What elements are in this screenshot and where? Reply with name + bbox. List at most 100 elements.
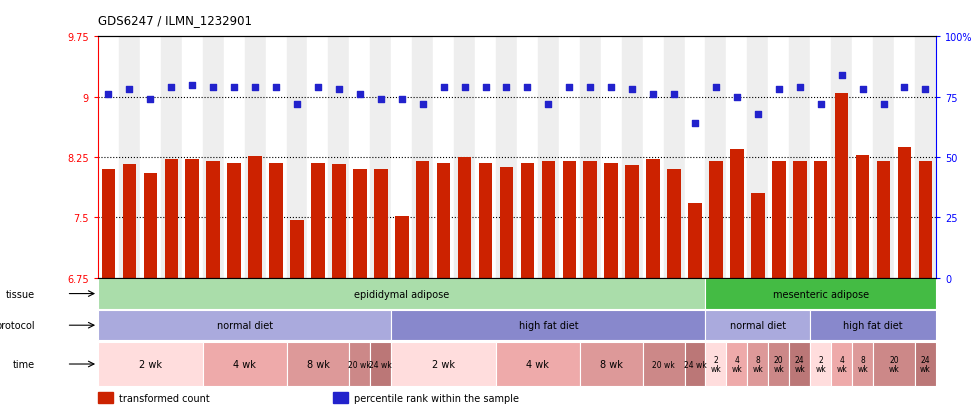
Bar (894, 37, 915, 278)
Point (477, 84, 493, 91)
Bar (789, 342, 810, 386)
Bar (122, 165, 136, 278)
Bar (768, 37, 789, 278)
Bar (311, 163, 324, 278)
Text: 24
wk: 24 wk (795, 355, 806, 373)
Bar (391, 342, 496, 386)
Text: 4
wk: 4 wk (836, 355, 847, 373)
Text: time: time (13, 359, 35, 369)
Point (415, 101, 430, 108)
Point (206, 84, 221, 91)
Bar (458, 158, 471, 278)
Bar (853, 342, 873, 386)
Bar (350, 37, 370, 278)
Bar (646, 160, 660, 278)
Point (812, 101, 828, 108)
Bar (580, 342, 643, 386)
Bar (332, 392, 348, 404)
Bar (542, 161, 556, 278)
Bar (207, 161, 220, 278)
Bar (918, 161, 932, 278)
Bar (706, 310, 810, 341)
Bar (688, 204, 702, 278)
Bar (370, 342, 391, 386)
Bar (810, 310, 936, 341)
Point (582, 84, 598, 91)
Bar (789, 37, 810, 278)
Bar (853, 37, 873, 278)
Text: 20
wk: 20 wk (889, 355, 900, 373)
Bar (793, 161, 807, 278)
Point (897, 84, 912, 91)
Text: protocol: protocol (0, 320, 35, 330)
Point (687, 121, 703, 127)
Bar (203, 342, 286, 386)
Bar (625, 166, 639, 278)
Point (834, 72, 850, 79)
Point (101, 92, 117, 98)
Text: transformed count: transformed count (119, 393, 210, 403)
Point (373, 97, 389, 103)
Point (729, 94, 745, 101)
Bar (496, 342, 580, 386)
Text: 4
wk: 4 wk (731, 355, 742, 373)
Text: 8
wk: 8 wk (858, 355, 868, 373)
Point (457, 84, 472, 91)
Bar (643, 37, 663, 278)
Point (562, 84, 577, 91)
Bar (563, 161, 576, 278)
Text: 2 wk: 2 wk (139, 359, 162, 369)
Bar (605, 163, 618, 278)
Point (917, 87, 933, 93)
Point (269, 84, 284, 91)
Bar (270, 163, 283, 278)
Bar (538, 37, 559, 278)
Bar (768, 342, 789, 386)
Bar (350, 342, 370, 386)
Point (792, 84, 808, 91)
Bar (416, 161, 429, 278)
Bar (165, 160, 178, 278)
Bar (98, 37, 119, 278)
Bar (559, 37, 580, 278)
Text: normal diet: normal diet (730, 320, 786, 330)
Point (499, 84, 514, 91)
Bar (751, 194, 764, 278)
Bar (185, 160, 199, 278)
Bar (182, 37, 203, 278)
Bar (328, 37, 350, 278)
Point (855, 87, 870, 93)
Bar (98, 310, 391, 341)
Bar (161, 37, 182, 278)
Text: 8 wk: 8 wk (307, 359, 329, 369)
Bar (475, 37, 496, 278)
Point (750, 111, 765, 118)
Bar (748, 342, 768, 386)
Bar (500, 168, 514, 278)
Bar (119, 37, 140, 278)
Point (771, 87, 787, 93)
Point (604, 84, 619, 91)
Point (310, 84, 325, 91)
Point (164, 84, 179, 91)
Text: epididymal adipose: epididymal adipose (354, 289, 450, 299)
Bar (223, 37, 245, 278)
Text: 20 wk: 20 wk (349, 360, 371, 369)
Bar (266, 37, 286, 278)
Bar (286, 342, 350, 386)
Text: GDS6247 / ILMN_1232901: GDS6247 / ILMN_1232901 (98, 14, 252, 27)
Text: 8 wk: 8 wk (600, 359, 622, 369)
Bar (621, 37, 643, 278)
Bar (478, 163, 492, 278)
Text: high fat diet: high fat diet (518, 320, 578, 330)
Bar (370, 37, 391, 278)
Bar (496, 37, 517, 278)
Bar (706, 342, 726, 386)
Bar (248, 157, 262, 278)
Point (226, 84, 242, 91)
Point (394, 97, 410, 103)
Bar (810, 342, 831, 386)
Bar (454, 37, 475, 278)
Bar (520, 163, 534, 278)
Bar (813, 161, 827, 278)
